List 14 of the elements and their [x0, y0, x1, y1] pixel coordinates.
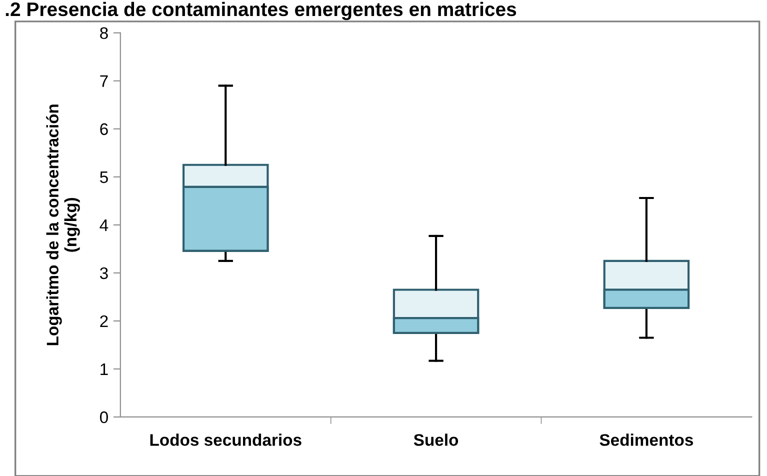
y-tick-label: 3	[100, 267, 108, 280]
y-tick-label: 6	[100, 123, 108, 136]
x-tick-label: Lodos secundarios	[150, 434, 302, 446]
chart-title: .2 Presencia de contaminantes emergentes en matrices	[6, 2, 516, 20]
x-tick-label: Suelo	[414, 434, 458, 446]
y-tick-label: 0	[100, 411, 108, 424]
y-tick-label: 1	[100, 364, 108, 375]
y-tick-label: 4	[100, 219, 108, 231]
y-tick-label: 2	[100, 315, 108, 327]
y-tick-label: 7	[100, 75, 108, 87]
x-tick-label: Sedimentos	[600, 434, 694, 446]
y-tick-label: 5	[100, 171, 108, 184]
y-tick-label: 8	[100, 27, 108, 40]
y-axis-title: Logaritmo de la concentración (ng/kg)	[46, 104, 80, 346]
